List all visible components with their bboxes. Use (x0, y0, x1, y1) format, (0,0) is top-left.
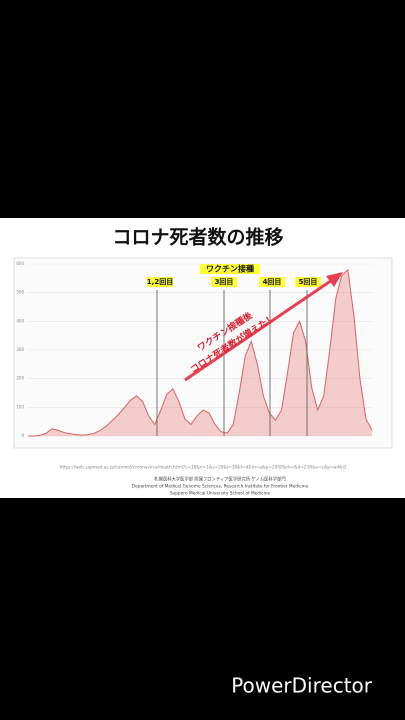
annotation: 5回目 (299, 277, 318, 286)
label-bg (211, 277, 237, 287)
area (28, 269, 372, 436)
y-tick-label: 400 (16, 318, 24, 323)
y-tick-label: 600 (16, 261, 24, 266)
source-text: https://web.sapmed.ac.jp/canmol/coronavi… (60, 465, 347, 471)
label-bg (147, 277, 173, 287)
chart-title: コロナ死者数の推移 (112, 226, 283, 249)
y-tick-label: 100 (16, 404, 24, 409)
label-bg (200, 264, 260, 274)
label-bg (295, 277, 321, 287)
watermark: PowerDirector (231, 674, 373, 698)
label-bg (259, 277, 285, 287)
source-text: 札幌医科大学医学部 附属フロンティア医学研究所 ゲノム医科学部門 (154, 476, 285, 483)
y-tick-label: 500 (16, 290, 24, 295)
annotation: 1,2回目 (147, 277, 173, 286)
source-text: Sapporo Medical University School of Med… (170, 491, 271, 497)
source-text: Department of Medical Genome Sciences, R… (132, 484, 309, 490)
annotation: 3回目 (215, 277, 234, 286)
line (28, 268, 373, 437)
annotation: 4回目 (263, 277, 282, 286)
arrow-head (326, 272, 343, 287)
annotation: ワクチン接種 (206, 264, 254, 274)
arrow (184, 276, 336, 382)
y-tick-label: 200 (16, 376, 24, 381)
y-tick-label: 300 (16, 347, 24, 352)
y-tick-label: 0 (21, 433, 24, 438)
